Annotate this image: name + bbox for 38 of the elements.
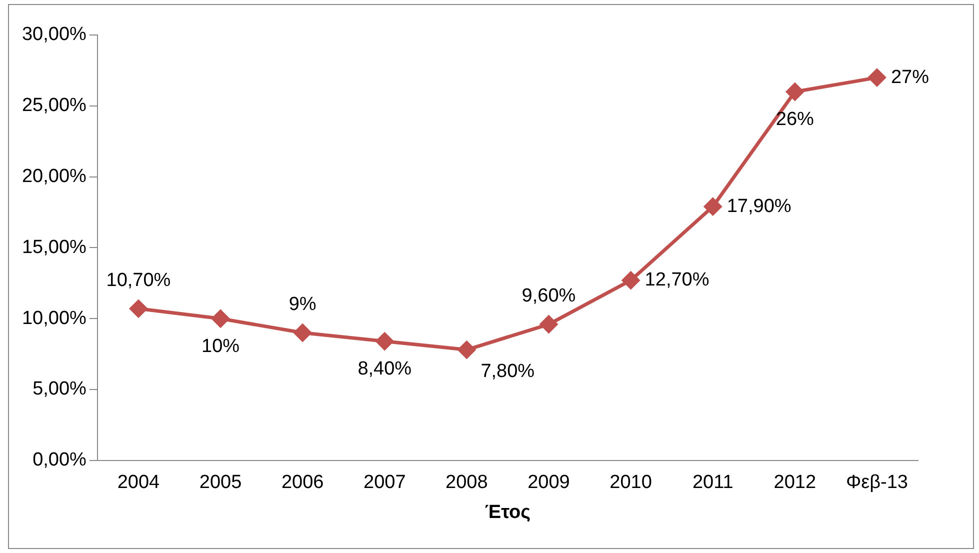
data-label: 9,60% (522, 286, 576, 307)
point (622, 272, 640, 290)
y-tick-label: 25,00% (22, 95, 87, 116)
y-tick-label: 15,00% (22, 236, 87, 258)
point (704, 198, 722, 216)
point (540, 316, 558, 334)
data-label: 9% (288, 294, 316, 316)
data-label: 10% (202, 336, 240, 357)
x-tick-label: 2009 (528, 472, 570, 494)
point (868, 68, 886, 86)
x-tick-label: 2011 (692, 472, 734, 494)
point (130, 300, 148, 318)
data-label: 10,70% (106, 270, 171, 291)
y-tick-label: 10,00% (22, 308, 87, 329)
data-label: 27% (890, 66, 930, 88)
data-label: 17,90% (726, 196, 792, 217)
x-tick-label: 2007 (363, 472, 406, 494)
point (458, 341, 476, 359)
point (212, 310, 230, 328)
y-tick-label: 20,00% (22, 166, 87, 188)
x-tick-label: 2008 (446, 472, 488, 494)
x-tick-label: 2012 (774, 472, 816, 494)
x-tick-label: Φεβ-13 (846, 472, 908, 494)
x-tick-label: 2005 (199, 472, 242, 494)
x-tick-label: 2010 (610, 472, 652, 494)
y-tick-label: 30,00% (22, 24, 87, 46)
data-label: 8,40% (358, 358, 412, 380)
point (786, 82, 804, 100)
data-label: 26% (776, 108, 814, 130)
data-label: 12,70% (644, 270, 710, 291)
data-label: 7,80% (480, 361, 535, 382)
x-axis-title: Έτος (484, 502, 531, 523)
point (376, 332, 394, 350)
x-tick-label: 2006 (281, 472, 324, 494)
y-tick-label: 5,00% (32, 378, 87, 400)
x-tick-label: 2004 (117, 472, 160, 494)
y-tick-label: 0,00% (32, 450, 87, 471)
point (294, 324, 312, 342)
